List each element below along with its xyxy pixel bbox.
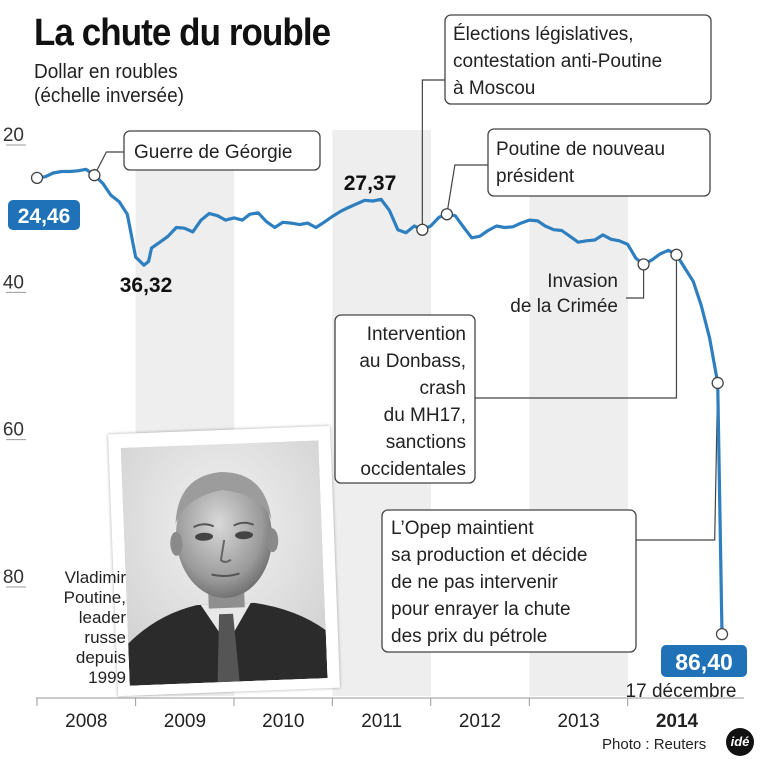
- y-tick-label: 80: [3, 567, 24, 588]
- portrait-caption: Vladimir Poutine, leader russe depuis 19…: [40, 568, 126, 688]
- caption-line: Vladimir: [64, 568, 126, 587]
- event-markers: [30, 169, 729, 641]
- annotation-text-opep: pour enrayer la chute: [391, 599, 571, 620]
- page-title: La chute du rouble: [34, 12, 331, 54]
- annotation-text-donbass: occidentales: [360, 459, 466, 480]
- annotation-boxes: Guerre de Géorgie Élections législatives,…: [123, 14, 712, 653]
- portrait-image: [120, 440, 328, 686]
- value-labels: 24,46 36,32 27,37 86,40 17 décembre: [8, 172, 747, 702]
- peak-value-label: 27,37: [344, 172, 397, 195]
- series-line: [36, 167, 724, 635]
- caption-line: leader: [78, 608, 126, 627]
- x-tick-label: 2012: [459, 711, 501, 732]
- chart-subtitle: Dollar en roubles (échelle inversée): [34, 60, 184, 108]
- subtitle-line-2: (échelle inversée): [34, 85, 184, 107]
- annotation-text-donbass: Intervention: [367, 324, 466, 345]
- annotation-box-president: [487, 128, 711, 197]
- portrait-photo: [120, 440, 328, 686]
- agency-logo: idé: [726, 728, 754, 756]
- annotation-text-donbass: crash: [420, 378, 466, 399]
- x-axis: 2008 2009 2010 2011 2012 2013 2014: [36, 697, 744, 732]
- annotation-text-opep: de ne pas intervenir: [391, 572, 559, 593]
- start-value-label: 24,46: [18, 205, 71, 228]
- y-tick-label: 20: [3, 125, 24, 146]
- callout-lines: [93, 79, 719, 541]
- low-value-label: 36,32: [120, 274, 173, 297]
- annotation-text-donbass: du MH17,: [384, 405, 466, 426]
- caption-line: Poutine,: [63, 588, 126, 607]
- annotation-box-donbass: [334, 314, 476, 484]
- caption-line: depuis: [75, 648, 126, 667]
- annotation-text-elections: contestation anti-Poutine: [453, 51, 662, 72]
- marker-donbass: [670, 248, 683, 261]
- annotation-text-opep: des prix du pétrole: [391, 626, 547, 647]
- annotation-box-opep: [381, 509, 637, 653]
- x-tick-label: 2008: [65, 711, 107, 732]
- connector-donbass: [474, 254, 678, 399]
- marker-start: [30, 171, 44, 185]
- end-value-badge: [661, 645, 747, 677]
- annotation-box-georgie: [123, 130, 321, 171]
- connector-elections: [421, 79, 445, 230]
- subtitle-line-1: Dollar en roubles: [34, 61, 178, 83]
- annotation-text-opep: L’Opep maintient: [391, 518, 534, 539]
- annotation-text-elections: Élections législatives,: [453, 24, 634, 45]
- annotation-text-opep: sa production et décide: [391, 545, 587, 566]
- y-tick-label: 40: [3, 272, 24, 293]
- portrait-photo-frame: [108, 425, 340, 697]
- connector-president: [446, 164, 488, 215]
- marker-end: [715, 627, 729, 641]
- photo-credit: Photo : Reuters: [602, 736, 707, 753]
- x-tick-label: 2014: [656, 711, 699, 732]
- x-tick-label: 2013: [557, 711, 599, 732]
- marker-opep: [711, 376, 724, 390]
- annotation-text-georgie: Guerre de Géorgie: [134, 142, 292, 163]
- usd-rub-line: [36, 167, 724, 635]
- annotation-box-elections: [444, 14, 712, 105]
- marker-georgie: [88, 169, 101, 182]
- connector-opep: [636, 382, 719, 541]
- caption-line: 1999: [88, 668, 126, 687]
- annotation-text-crimee: de la Crimée: [510, 296, 618, 317]
- annotation-text-crimee: Invasion: [547, 271, 618, 292]
- marker-crimee: [637, 258, 650, 271]
- end-value-label: 86,40: [675, 649, 733, 675]
- y-tick-label: 60: [3, 420, 24, 441]
- annotation-text-president: Poutine de nouveau: [496, 139, 665, 160]
- x-tick-label: 2011: [361, 711, 402, 732]
- marker-president: [440, 208, 454, 221]
- x-tick-label: 2010: [262, 711, 304, 732]
- connector-georgie: [93, 151, 124, 176]
- marker-elections: [416, 223, 429, 236]
- start-value-badge: [8, 200, 80, 230]
- annotation-text-donbass: au Donbass,: [359, 351, 466, 372]
- annotation-text-president: président: [496, 166, 575, 187]
- caption-line: russe: [84, 628, 126, 647]
- y-axis: 20 40 60 80: [3, 125, 26, 588]
- x-tick-label: 2009: [164, 711, 206, 732]
- annotation-text-elections: à Moscou: [453, 78, 535, 99]
- annotation-text-donbass: sanctions: [386, 432, 466, 453]
- connector-crimee: [626, 264, 645, 299]
- end-date-label: 17 décembre: [626, 681, 737, 702]
